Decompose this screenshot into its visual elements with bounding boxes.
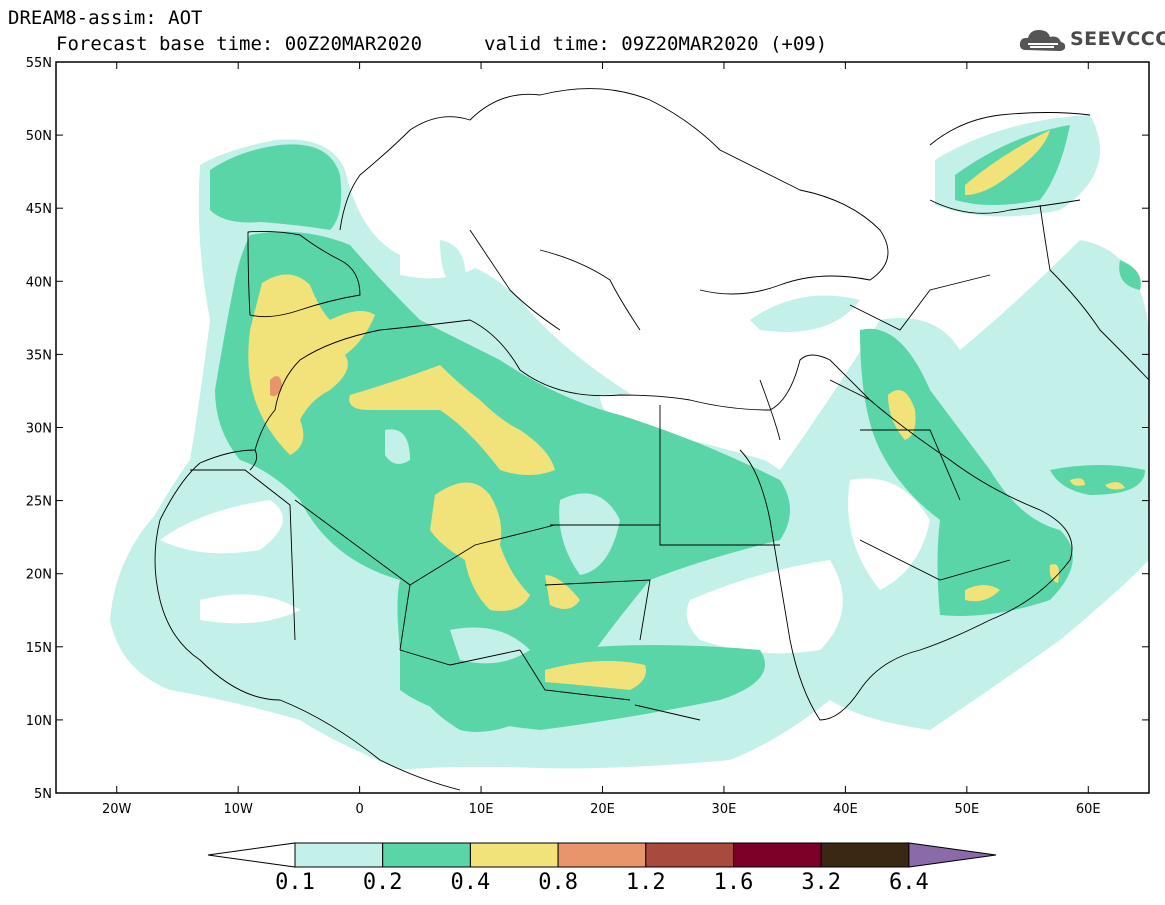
colorbar-swatch [469, 842, 559, 868]
lat-tick-label: 15N [26, 641, 52, 656]
colorbar-label: 0.1 [275, 870, 315, 895]
colorbar-label: 0.2 [362, 870, 403, 895]
colorbar-swatch [733, 842, 822, 868]
colorbar-swatch [382, 842, 471, 868]
lon-tick-label: 0 [355, 802, 363, 817]
lon-tick-label: 20E [590, 802, 615, 817]
aot-field [56, 62, 1149, 793]
colorbar-low-arrow [207, 842, 296, 868]
map-title: DREAM8-assim: AOT [8, 7, 203, 29]
lat-tick-label: 25N [26, 495, 52, 510]
lon-tick-label: 60E [1076, 802, 1101, 817]
colorbar-high-arrow [908, 842, 997, 868]
lon-tick-label: 40E [833, 802, 858, 817]
lat-tick-label: 20N [26, 568, 52, 583]
lat-tick-label: 5N [34, 787, 52, 802]
lon-tick-label: 30E [712, 802, 737, 817]
longitude-axis: 20W 10W 0 10E 20E 30E 40E 50E 60E [102, 62, 1101, 817]
lat-tick-label: 50N [26, 129, 52, 144]
cloud-icon [1019, 30, 1066, 51]
base-time: Forecast base time: 00Z20MAR2020 [56, 33, 423, 55]
latitude-axis: 55N 50N 45N 40N 35N 30N 25N 20N 15N 10N 5N [26, 56, 1149, 802]
colorbar-label: 0.8 [538, 870, 578, 895]
lon-tick-label: 20W [102, 802, 132, 817]
seevccc-logo: SEEVCCC [1018, 24, 1165, 56]
lat-tick-label: 40N [26, 275, 52, 290]
lat-tick-label: 45N [26, 202, 52, 217]
colorbar-label: 1.2 [625, 870, 666, 895]
lon-tick-label: 10W [223, 802, 253, 817]
colorbar [207, 842, 997, 868]
lat-tick-label: 10N [26, 714, 52, 729]
colorbar-label: 6.4 [889, 870, 929, 895]
colorbar-label: 0.4 [450, 870, 491, 895]
colorbar-swatch [557, 842, 647, 868]
lon-tick-label: 10E [469, 802, 494, 817]
lon-tick-label: 50E [954, 802, 979, 817]
colorbar-label: 3.2 [801, 870, 842, 895]
colorbar-swatch [820, 842, 910, 868]
lat-tick-label: 55N [26, 56, 52, 71]
colorbar-label: 1.6 [713, 870, 754, 895]
lat-tick-label: 35N [26, 348, 52, 363]
valid-time: valid time: 09Z20MAR2020 (+09) [484, 33, 828, 55]
lat-tick-label: 30N [26, 422, 52, 437]
colorbar-swatch [294, 842, 384, 868]
colorbar-swatch [645, 842, 734, 868]
logo-text: SEEVCCC [1070, 28, 1165, 50]
